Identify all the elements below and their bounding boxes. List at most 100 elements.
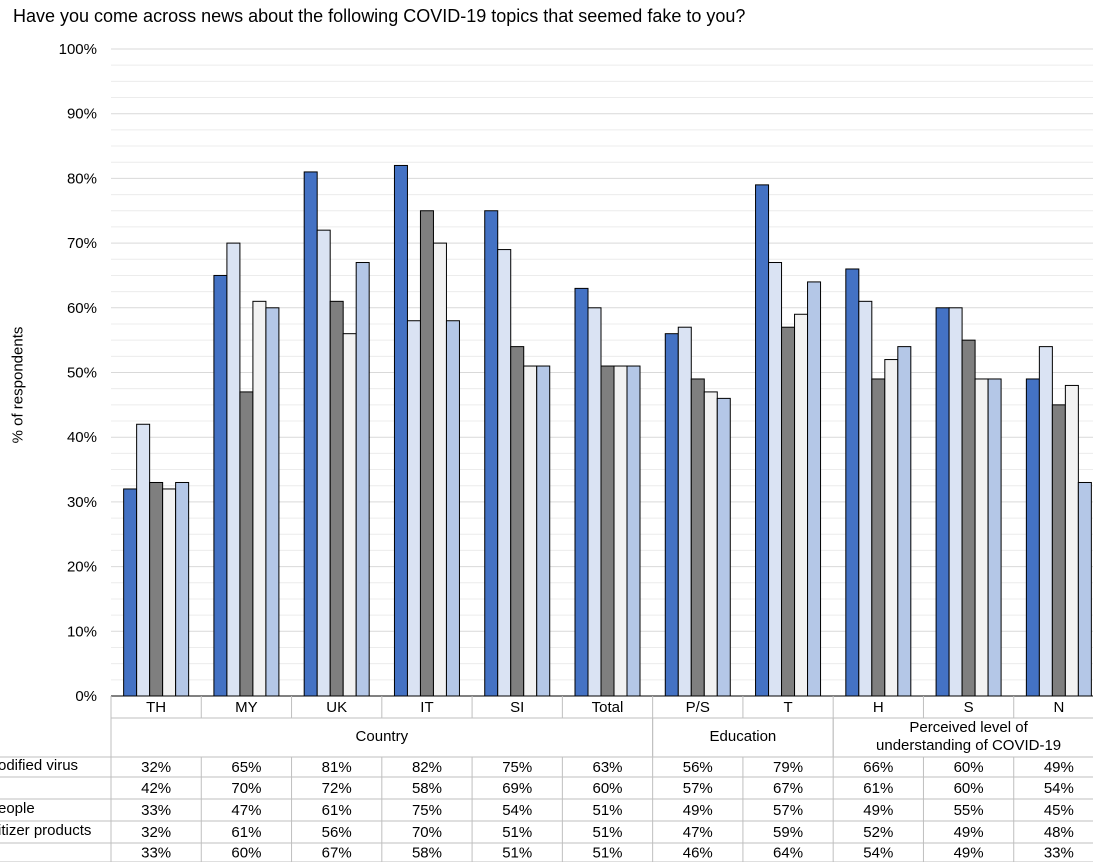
data-label: 60% [954, 759, 984, 776]
bar [316, 229, 331, 697]
data-label: 58% [412, 845, 442, 862]
bar [162, 488, 177, 697]
bar [419, 210, 434, 697]
bar [987, 378, 1002, 697]
data-label: 49% [1044, 759, 1074, 776]
bar [1038, 346, 1053, 697]
data-label: 75% [502, 759, 532, 776]
data-label: 51% [502, 824, 532, 841]
bar [961, 339, 976, 697]
data-label: 49% [954, 824, 984, 841]
data-label: 67% [773, 780, 803, 797]
data-label: 49% [683, 802, 713, 819]
x-tick-label: MY [235, 699, 258, 716]
data-label: 57% [683, 780, 713, 797]
data-label: 75% [412, 802, 442, 819]
y-tick-label: 20% [67, 559, 97, 576]
data-label: 72% [322, 780, 352, 797]
data-label: 69% [502, 780, 532, 797]
bar [664, 333, 679, 697]
data-label: 33% [1044, 845, 1074, 862]
bar [393, 164, 408, 697]
y-tick-label: 50% [67, 365, 97, 382]
bar [226, 242, 241, 697]
data-label: 54% [502, 802, 532, 819]
data-label: 49% [863, 802, 893, 819]
x-tick-label: SI [510, 699, 524, 716]
data-label: 70% [231, 780, 261, 797]
bar [175, 481, 190, 697]
y-tick-label: 30% [67, 494, 97, 511]
bar [574, 287, 589, 697]
data-label: 45% [1044, 802, 1074, 819]
bar [406, 320, 421, 697]
y-tick-label: 100% [59, 41, 97, 58]
data-label: 52% [863, 824, 893, 841]
data-label: 51% [502, 845, 532, 862]
data-label: 47% [683, 824, 713, 841]
bar [935, 307, 950, 697]
y-tick-label: 90% [67, 106, 97, 123]
data-label: 56% [322, 824, 352, 841]
data-label: 54% [863, 845, 893, 862]
bar [1064, 384, 1079, 697]
y-tick-label: 80% [67, 170, 97, 187]
bar [136, 423, 151, 697]
y-tick-label: 10% [67, 623, 97, 640]
bar [484, 210, 499, 697]
data-label: 33% [141, 845, 171, 862]
data-label: 61% [322, 802, 352, 819]
bar [858, 300, 873, 697]
chart-title: Have you come across news about the foll… [13, 6, 746, 26]
data-label: 48% [1044, 824, 1074, 841]
bar [1025, 378, 1040, 697]
x-tick-label: IT [420, 699, 433, 716]
y-tick-label: 70% [67, 235, 97, 252]
bar [871, 378, 886, 697]
x-tick-label: H [873, 699, 884, 716]
bar [1051, 404, 1066, 697]
bar [690, 378, 705, 697]
bar [265, 307, 280, 697]
data-label: 82% [412, 759, 442, 776]
group-label: Perceived level of [909, 719, 1028, 736]
data-label: 51% [592, 802, 622, 819]
bar [613, 365, 628, 697]
bar [768, 262, 783, 697]
y-tick-label: 0% [75, 688, 97, 705]
data-label: 59% [773, 824, 803, 841]
data-label: 33% [141, 802, 171, 819]
bar [897, 346, 912, 697]
bar [716, 397, 731, 697]
data-label: 51% [592, 845, 622, 862]
bar [523, 365, 538, 697]
bar [252, 300, 267, 697]
bar [587, 307, 602, 697]
bar [794, 313, 809, 697]
data-label: 58% [412, 780, 442, 797]
bar [677, 326, 692, 697]
data-label: 42% [141, 780, 171, 797]
data-label: 32% [141, 824, 171, 841]
group-label: Education [710, 728, 777, 745]
y-tick-label: 60% [67, 300, 97, 317]
data-label: 60% [954, 780, 984, 797]
data-label: 47% [231, 802, 261, 819]
y-tick-label: 40% [67, 429, 97, 446]
data-label: 66% [863, 759, 893, 776]
bar [497, 249, 512, 697]
bar [781, 326, 796, 697]
series-name: itizer products [0, 822, 91, 839]
bar [239, 391, 254, 697]
data-label: 64% [773, 845, 803, 862]
data-label: 61% [231, 824, 261, 841]
group-label: understanding of COVID-19 [876, 737, 1061, 754]
bar [807, 281, 822, 697]
data-label: 67% [322, 845, 352, 862]
bar [329, 300, 344, 697]
data-label: 55% [954, 802, 984, 819]
bar [149, 481, 164, 697]
data-label: 70% [412, 824, 442, 841]
data-label: 63% [592, 759, 622, 776]
